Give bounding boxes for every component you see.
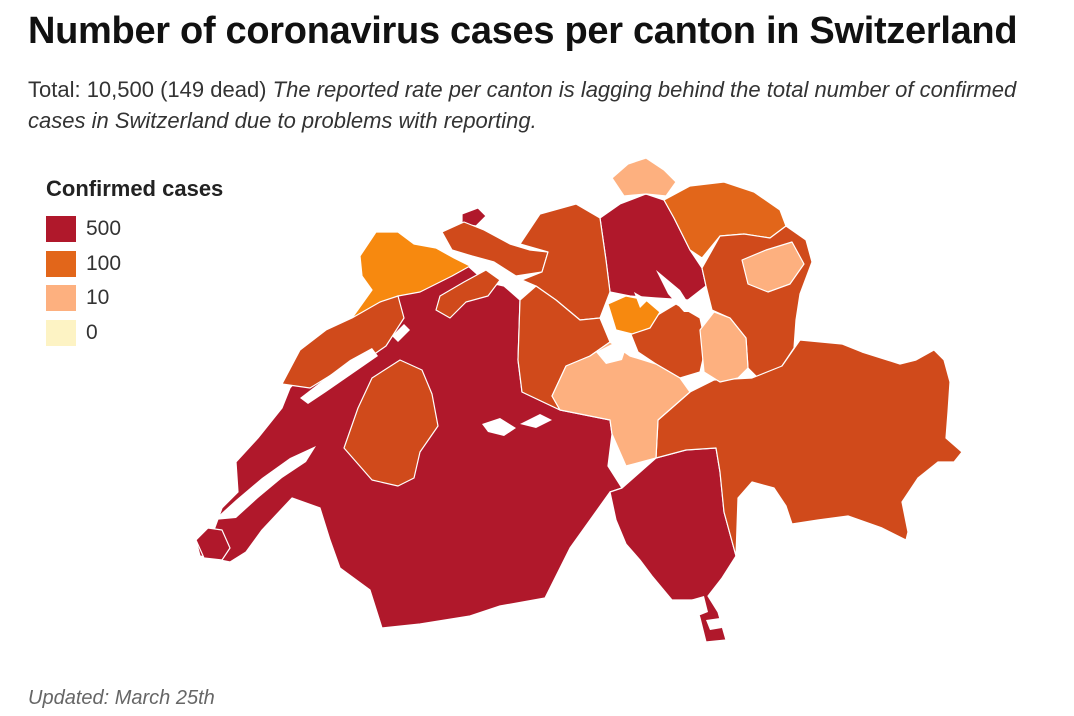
legend-item-100: 100: [46, 247, 223, 282]
page-title: Number of coronavirus cases per canton i…: [28, 10, 1018, 52]
lake-constance-edge: [634, 292, 648, 308]
canton-glarus[interactable]: [699, 311, 749, 383]
subtitle: Total: 10,500 (149 dead) The reported ra…: [28, 74, 1068, 136]
legend-label-0: 0: [86, 320, 98, 344]
lake-neuchatel: [300, 348, 378, 404]
legend-label-10: 10: [86, 286, 110, 310]
canton-jura[interactable]: [351, 231, 471, 319]
legend-item-10: 10: [46, 281, 223, 316]
canton-fribourg[interactable]: [343, 359, 439, 487]
legend-label-500: 500: [86, 217, 122, 241]
legend-swatch-500: [46, 216, 76, 243]
lake-geneva: [214, 446, 316, 520]
legend-item-500: 500: [46, 212, 223, 247]
legend-swatch-10: [46, 285, 76, 312]
legend-swatch-100: [46, 250, 76, 277]
canton-zug[interactable]: [607, 295, 661, 335]
canton-ticino[interactable]: [609, 447, 737, 643]
canton-schaffhausen[interactable]: [611, 157, 677, 197]
legend-title: Confirmed cases: [46, 176, 224, 201]
canton-appenzell[interactable]: [741, 241, 805, 293]
map-legend: Confirmed cases 500 100 10 0: [46, 176, 223, 350]
lake-lugano: [706, 618, 722, 630]
lake-lucerne: [596, 344, 626, 364]
lake-thun: [482, 418, 516, 436]
canton-solothurn[interactable]: [435, 269, 501, 319]
lake-brienz: [520, 414, 552, 428]
lakes: [214, 270, 722, 630]
updated-note: Updated: March 25th: [28, 687, 215, 709]
legend-label-100: 100: [86, 251, 122, 275]
lake-maggiore: [690, 596, 708, 616]
subtitle-total: Total: 10,500 (149 dead): [28, 77, 267, 102]
canton-geneva[interactable]: [195, 527, 231, 561]
lake-zurich: [656, 270, 694, 312]
canton-graubunden[interactable]: [655, 339, 963, 557]
legend-swatch-0: [46, 319, 76, 346]
legend-item-0: 0: [46, 316, 223, 351]
subtitle-note: The reported rate per canton is lagging …: [28, 77, 1017, 133]
lake-biel: [392, 324, 410, 342]
